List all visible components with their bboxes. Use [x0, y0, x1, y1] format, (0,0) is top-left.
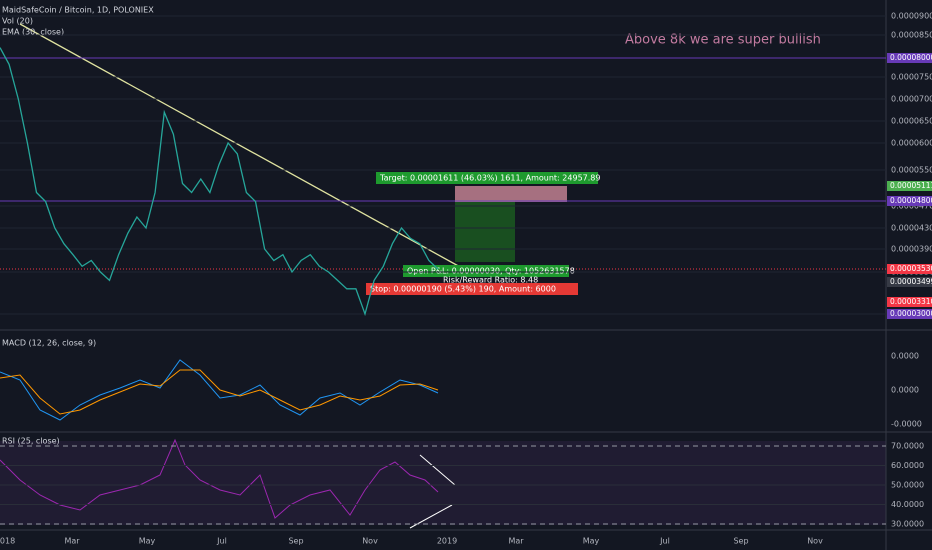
time-label: Sep [288, 537, 303, 546]
ema-title: EMA (30, close) [2, 28, 64, 37]
symbol-title: MaidSafeCoin / Bitcoin, 1D, POLONIEX [2, 6, 154, 15]
price-tag-label: 0.00003499 [890, 277, 932, 286]
price-tag [887, 309, 932, 319]
time-label: Jul [216, 537, 227, 546]
target-label-bg [376, 172, 598, 184]
price-tag-label: 0.00008000 [890, 53, 932, 62]
rsi-tick-label: 40.0000 [891, 500, 924, 509]
rsi-band [0, 441, 886, 525]
target-zone [455, 186, 567, 202]
price-tag [887, 181, 932, 191]
annotation: Above 8k we are super bullish [625, 33, 821, 48]
rsi-tick-label: 50.0000 [891, 481, 924, 490]
ratio-label: Risk/Reward Ratio: 8.48 [443, 276, 538, 285]
stop-label: Stop: 0.00000190 (5.43%) 190, Amount: 60… [370, 285, 556, 294]
price-tag-label: 0.00003000 [890, 309, 932, 318]
time-label: Nov [807, 537, 823, 546]
time-label: Sep [733, 537, 748, 546]
time-label: 2018 [0, 537, 15, 546]
rsi-tick-label: 70.0000 [891, 442, 924, 451]
time-label: Mar [64, 537, 80, 546]
price-tag [887, 297, 932, 307]
rsi-tick-label: 30.0000 [891, 520, 924, 529]
rsi-title: RSI (25, close) [2, 437, 60, 446]
signal-line [0, 369, 439, 415]
macd-tick-label: -0.0000 [891, 420, 922, 429]
price-tag-label: 0.00005111 [890, 181, 932, 190]
rsi-drawing [419, 454, 456, 486]
macd-tick-label: 0.0000 [891, 352, 919, 361]
price-line [0, 47, 439, 317]
open-label-bg [403, 265, 569, 277]
profit-zone [455, 200, 515, 262]
time-label: Jul [659, 537, 670, 546]
time-label: May [139, 537, 156, 546]
time-label: Nov [362, 537, 378, 546]
stop-label-bg [366, 283, 578, 295]
time-label: Mar [508, 537, 524, 546]
vol-title: Vol (20) [2, 17, 33, 26]
price-tag [887, 277, 932, 287]
macd-tick-label: 0.0000 [891, 386, 919, 395]
macd-title: MACD (12, 26, close, 9) [2, 339, 96, 348]
time-label: 2019 [437, 537, 457, 546]
rsi-line [0, 438, 439, 519]
price-tag [887, 53, 932, 63]
rsi-tick-label: 60.0000 [891, 461, 924, 470]
price-tag [887, 264, 932, 274]
time-label: May [583, 537, 600, 546]
price-tag-label: 0.00003310 [890, 297, 932, 306]
trend-line [19, 23, 463, 269]
macd-line [0, 359, 439, 421]
price-tag-label: 0.00004800 [890, 196, 932, 205]
target-label: Target: 0.00001611 (46.03%) 1611, Amount… [379, 174, 600, 183]
open-label: Open P&L: 0.00000030, Qty: 1052631578 [407, 267, 575, 276]
price-tag-label: 0.00003530 [890, 264, 932, 273]
price-tag [887, 196, 932, 206]
